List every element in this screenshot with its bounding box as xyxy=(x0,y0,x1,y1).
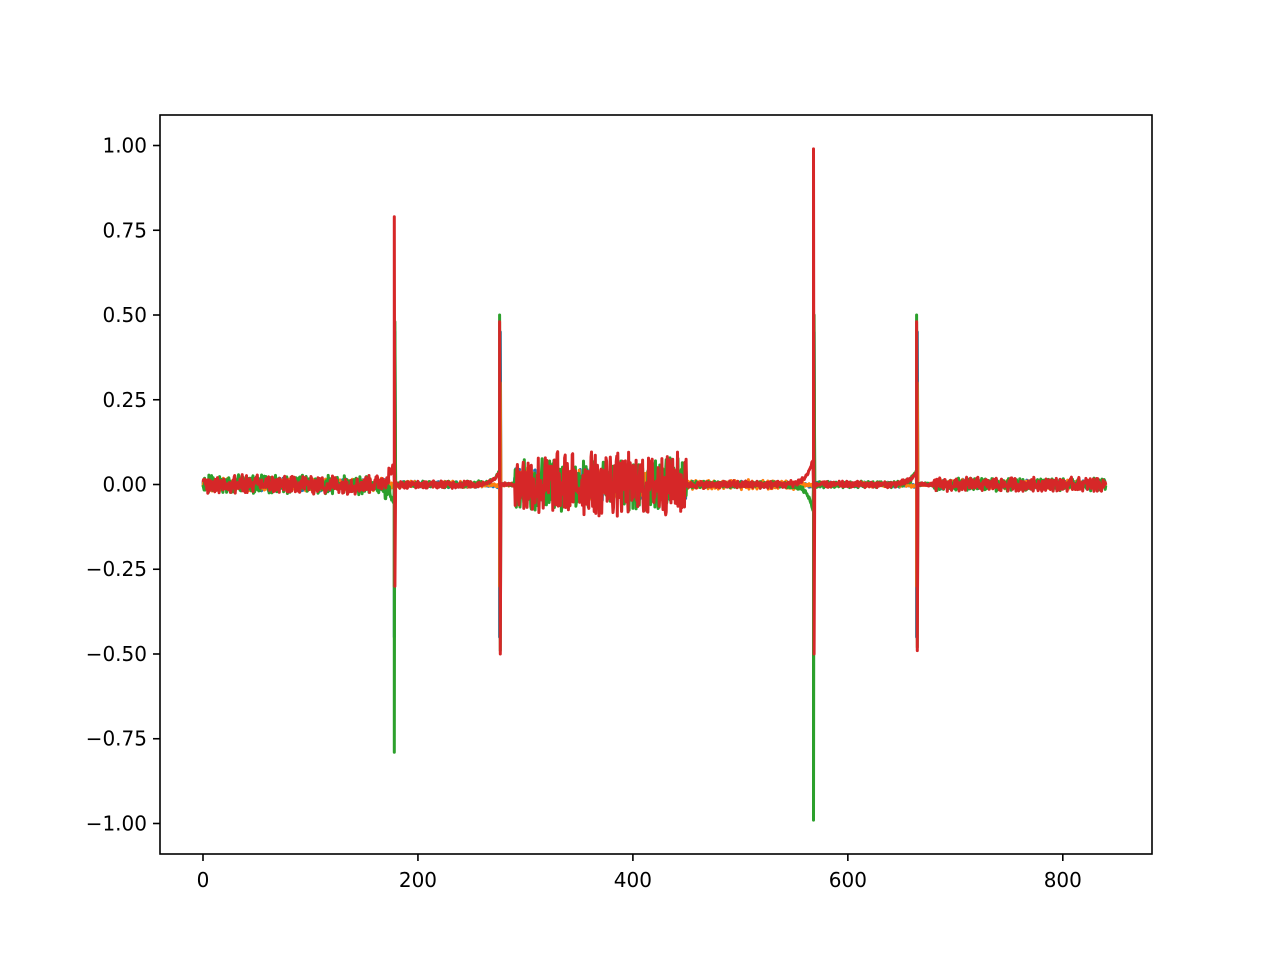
y-tick-label: −0.25 xyxy=(86,557,147,581)
y-tick-label: −0.50 xyxy=(86,642,147,666)
y-tick-label: 1.00 xyxy=(102,134,147,158)
y-tick-label: 0.50 xyxy=(102,303,147,327)
y-axis-ticks: 1.00 0.75 0.50 0.25 0.00 −0.25 −0.50 −0.75 −1.00 xyxy=(86,134,160,835)
y-tick-label: 0.25 xyxy=(102,388,147,412)
x-tick-label: 600 xyxy=(829,868,867,892)
series-layer xyxy=(201,147,1108,822)
y-tick-label: 0.00 xyxy=(102,473,147,497)
x-tick-label: 200 xyxy=(399,868,437,892)
y-tick-label: 0.75 xyxy=(102,218,147,242)
x-tick-label: 800 xyxy=(1044,868,1082,892)
x-tick-label: 0 xyxy=(197,868,210,892)
series-line-4 xyxy=(201,147,1108,656)
y-tick-label: −1.00 xyxy=(86,811,147,835)
x-axis-ticks: 0 200 400 600 800 xyxy=(197,854,1082,892)
y-tick-label: −0.75 xyxy=(86,727,147,751)
x-tick-label: 400 xyxy=(614,868,652,892)
